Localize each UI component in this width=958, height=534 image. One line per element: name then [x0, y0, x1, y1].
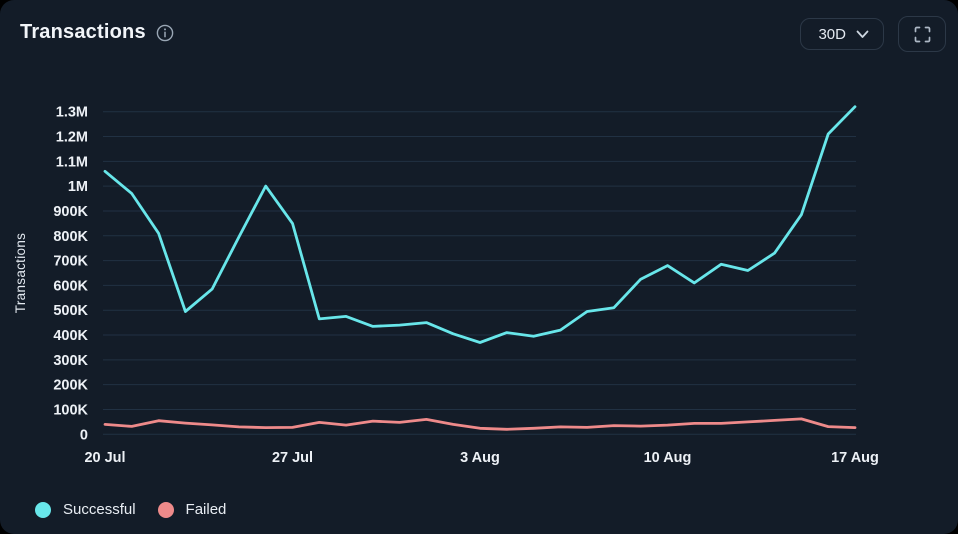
- series-line-successful: [103, 105, 857, 344]
- y-tick-label: 600K: [53, 278, 88, 294]
- chart-legend: Successful Failed: [35, 501, 226, 518]
- fullscreen-button[interactable]: [898, 16, 946, 52]
- legend-label-successful: Successful: [63, 501, 136, 518]
- legend-item-failed[interactable]: Failed: [157, 501, 227, 518]
- panel-header: Transactions 30D: [0, 0, 958, 70]
- x-tick-label: 20 Jul: [84, 450, 125, 466]
- x-tick-label: 17 Aug: [831, 450, 879, 466]
- series-line-failed: [103, 417, 857, 431]
- legend-item-successful[interactable]: Successful: [35, 501, 136, 518]
- x-tick-label: 27 Jul: [272, 450, 313, 466]
- chevron-down-icon: [856, 30, 869, 39]
- panel-title: Transactions: [20, 21, 146, 43]
- y-tick-label: 500K: [53, 303, 88, 319]
- info-icon[interactable]: [156, 24, 174, 42]
- y-tick-label: 900K: [53, 204, 88, 220]
- y-tick-label: 1.3M: [56, 105, 88, 121]
- y-tick-label: 300K: [53, 353, 88, 369]
- y-tick-label: 400K: [53, 328, 88, 344]
- y-axis-title: Transactions: [13, 233, 28, 313]
- successful-series-dot: [35, 501, 51, 518]
- y-tick-label: 1.1M: [56, 154, 88, 170]
- y-tick-label: 1M: [68, 179, 88, 195]
- y-tick-label: 800K: [53, 229, 88, 245]
- y-tick-label: 100K: [53, 402, 88, 418]
- x-tick-label: 3 Aug: [460, 450, 500, 466]
- x-tick-label: 10 Aug: [644, 450, 692, 466]
- y-tick-label: 700K: [53, 254, 88, 270]
- y-tick-label: 1.2M: [56, 130, 88, 146]
- range-selector-dropdown[interactable]: 30D: [800, 18, 884, 50]
- fullscreen-expand-icon: [914, 26, 931, 43]
- y-tick-label: 200K: [53, 378, 88, 394]
- legend-label-failed: Failed: [185, 501, 227, 518]
- range-selector-value: 30D: [818, 25, 846, 43]
- y-tick-label: 0: [80, 427, 88, 443]
- failed-series-dot: [157, 501, 174, 518]
- header-controls: 30D: [800, 16, 946, 52]
